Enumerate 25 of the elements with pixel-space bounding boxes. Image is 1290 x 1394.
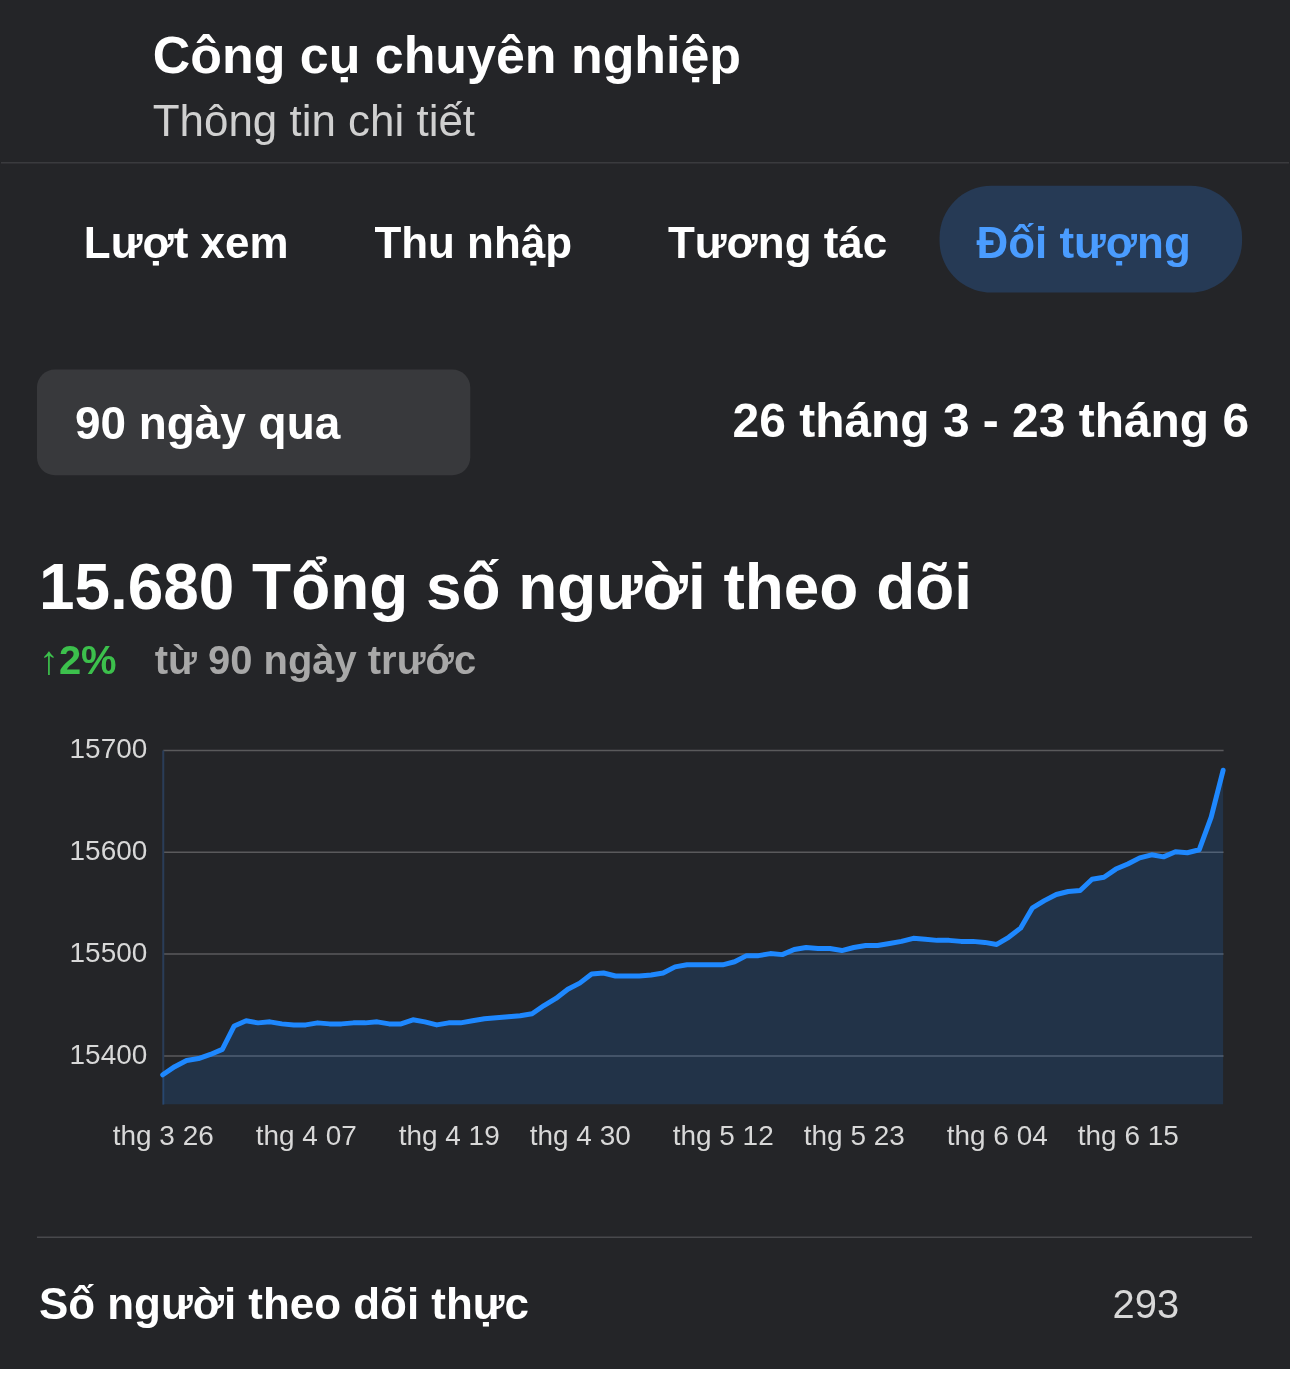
text: 293 bbox=[1112, 1282, 1180, 1327]
x-tick-label: thg 5 12 bbox=[672, 1119, 774, 1151]
text: Đối tượng bbox=[976, 217, 1191, 267]
text: Lượt xem bbox=[83, 217, 289, 267]
text: Tương tác bbox=[667, 217, 888, 267]
x-tick-label: thg 4 30 bbox=[529, 1119, 631, 1151]
x-tick-label: thg 4 19 bbox=[398, 1119, 500, 1151]
text: 15.680 Tổng số người theo dõi bbox=[38, 551, 972, 624]
x-tick-label: thg 3 26 bbox=[112, 1119, 214, 1151]
text: từ 90 ngày trước bbox=[154, 638, 477, 683]
y-tick-label: 15500 bbox=[69, 937, 148, 969]
x-tick-label: thg 5 23 bbox=[803, 1119, 905, 1151]
text: Số người theo dõi thực bbox=[38, 1279, 530, 1329]
y-tick-label: 15600 bbox=[69, 835, 148, 867]
text: 90 ngày qua bbox=[74, 397, 341, 450]
x-tick-label: thg 4 07 bbox=[255, 1119, 357, 1151]
y-tick-label: 15400 bbox=[69, 1038, 148, 1070]
chart-title: Công cụ chuyên nghiệp bbox=[152, 25, 742, 84]
text: ↑2% bbox=[38, 638, 117, 683]
text: Thu nhập bbox=[374, 217, 573, 267]
x-tick-label: thg 6 04 bbox=[946, 1119, 1048, 1151]
chart-subtitle: Thông tin chi tiết bbox=[152, 95, 476, 145]
y-tick-label: 15700 bbox=[69, 733, 148, 765]
text: 26 tháng 3 - 23 tháng 6 bbox=[732, 394, 1250, 448]
x-tick-label: thg 6 15 bbox=[1077, 1119, 1179, 1151]
